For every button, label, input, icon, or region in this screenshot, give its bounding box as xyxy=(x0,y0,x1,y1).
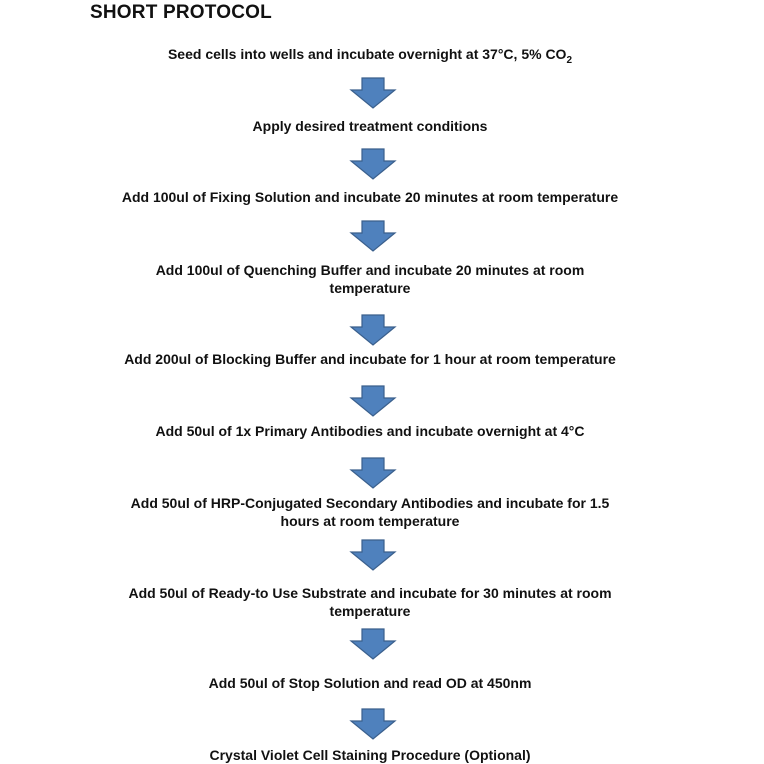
step-text: Add 100ul of Fixing Solution and incubat… xyxy=(121,189,619,205)
down-arrow-icon xyxy=(349,314,397,346)
down-arrow-icon xyxy=(349,220,397,252)
step-text: Crystal Violet Cell Staining Procedure (… xyxy=(209,747,531,763)
down-arrow-icon xyxy=(349,148,397,180)
step-10: Crystal Violet Cell Staining Procedure (… xyxy=(70,746,670,764)
step-2: Apply desired treatment conditions xyxy=(70,117,670,135)
down-arrow-icon xyxy=(349,539,397,571)
step-text: Add 200ul of Blocking Buffer and incubat… xyxy=(124,351,616,367)
step-text: Add 50ul of Ready-to Use Substrate and i… xyxy=(128,585,612,601)
down-arrow-icon xyxy=(349,77,397,109)
down-arrow-icon xyxy=(349,628,397,660)
step-text: Add 50ul of 1x Primary Antibodies and in… xyxy=(155,423,585,439)
step-text: Add 50ul of Stop Solution and read OD at… xyxy=(208,675,532,691)
step-text: temperature xyxy=(329,603,411,619)
step-7: Add 50ul of HRP-Conjugated Secondary Ant… xyxy=(70,494,670,530)
down-arrow-icon xyxy=(349,457,397,489)
step-text: Add 100ul of Quenching Buffer and incuba… xyxy=(155,262,585,278)
step-text: hours at room temperature xyxy=(280,513,460,529)
step-8: Add 50ul of Ready-to Use Substrate and i… xyxy=(70,584,670,620)
subscript: 2 xyxy=(566,54,573,66)
step-4: Add 100ul of Quenching Buffer and incuba… xyxy=(70,261,670,297)
protocol-title: SHORT PROTOCOL xyxy=(90,2,272,23)
down-arrow-icon xyxy=(349,385,397,417)
step-1: Seed cells into wells and incubate overn… xyxy=(70,45,670,70)
step-text: Seed cells into wells and incubate overn… xyxy=(167,46,567,62)
step-3: Add 100ul of Fixing Solution and incubat… xyxy=(70,188,670,206)
step-9: Add 50ul of Stop Solution and read OD at… xyxy=(70,674,670,692)
step-text: Add 50ul of HRP-Conjugated Secondary Ant… xyxy=(130,495,610,511)
step-text: temperature xyxy=(329,280,411,296)
step-5: Add 200ul of Blocking Buffer and incubat… xyxy=(70,350,670,368)
step-6: Add 50ul of 1x Primary Antibodies and in… xyxy=(70,422,670,440)
step-text: Apply desired treatment conditions xyxy=(252,118,488,134)
down-arrow-icon xyxy=(349,708,397,740)
